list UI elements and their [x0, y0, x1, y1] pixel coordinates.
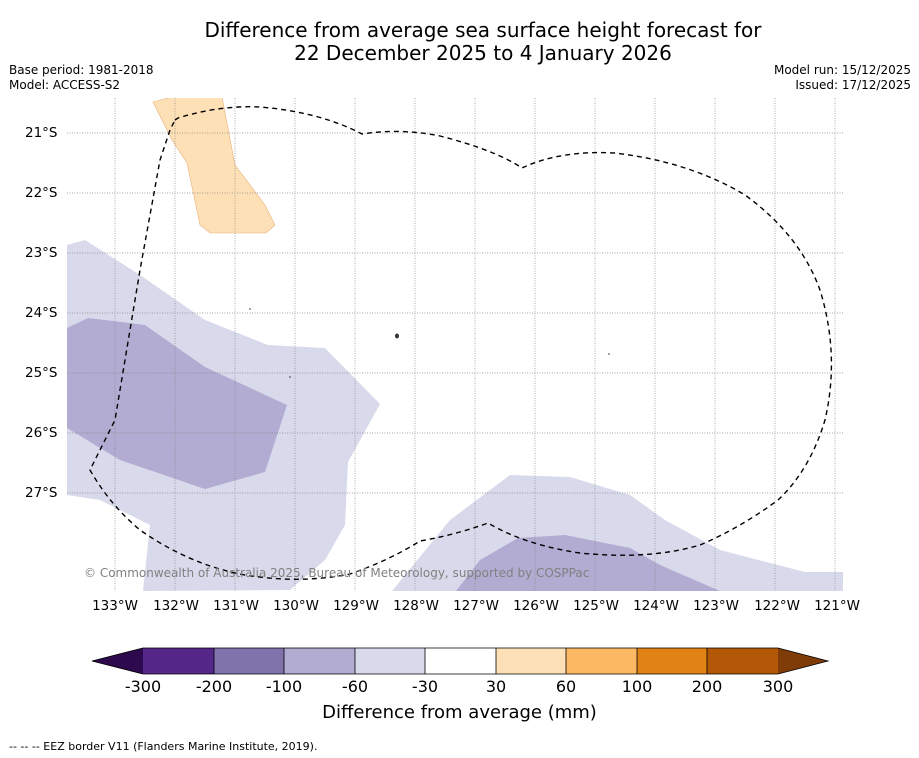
colorbar-segment: [214, 648, 284, 674]
model-run: Model run: 15/12/2025: [773, 63, 911, 77]
title-line-1: Difference from average sea surface heig…: [204, 18, 762, 42]
model-name: Model: ACCESS-S2: [9, 78, 121, 92]
lon-label: 125°W: [573, 598, 619, 614]
colorbar-segment: [566, 648, 637, 674]
colorbar-segment: [707, 648, 778, 674]
colorbar-segment: [496, 648, 566, 674]
colorbar-segment: [425, 648, 496, 674]
anomaly-region-north-positive: [152, 98, 276, 234]
lat-label: 27°S: [25, 485, 58, 501]
lon-label: 124°W: [633, 598, 679, 614]
lon-label: 133°W: [92, 598, 138, 614]
lon-label: 121°W: [814, 598, 860, 614]
title-line-2: 22 December 2025 to 4 January 2026: [294, 41, 672, 65]
colorbar-segment: [637, 648, 707, 674]
meta-right: Model run: 15/12/2025 Issued: 17/12/2025: [774, 63, 911, 93]
anomaly-region-southeast-medium: [456, 535, 720, 591]
base-period: Base period: 1981-2018: [9, 63, 154, 77]
colorbar-segment: [355, 648, 425, 674]
colorbar-tick-label: -200: [195, 677, 233, 696]
map-title: Difference from average sea surface heig…: [0, 19, 919, 65]
lon-label: 130°W: [273, 598, 319, 614]
eez-border: [89, 106, 833, 580]
copyright-text: © Commonwealth of Australia 2025, Bureau…: [84, 566, 589, 580]
lon-label: 132°W: [153, 598, 199, 614]
lat-label: 22°S: [25, 185, 58, 201]
colorbar-segment: [143, 648, 214, 674]
colorbar-tick-label: -30: [411, 677, 439, 696]
lon-label: 131°W: [213, 598, 259, 614]
colorbar-tick-label: 60: [555, 677, 577, 696]
colorbar: [91, 647, 830, 675]
colorbar-tick-label: 300: [762, 677, 794, 696]
anomaly-region-west-medium: [67, 318, 287, 489]
colorbar-tick-label: -60: [341, 677, 369, 696]
lat-label: 25°S: [25, 365, 58, 381]
colorbar-outline: [91, 647, 830, 675]
map-area: [67, 98, 843, 591]
colorbar-segment: [284, 648, 355, 674]
lon-label: 129°W: [333, 598, 379, 614]
lat-label: 24°S: [25, 305, 58, 321]
issued-date: Issued: 17/12/2025: [795, 78, 911, 92]
colorbar-tick-label: 30: [485, 677, 507, 696]
graticule: [67, 98, 843, 591]
lon-label: 122°W: [754, 598, 800, 614]
lat-label: 23°S: [25, 245, 58, 261]
colorbar-high-extend: [778, 648, 828, 674]
colorbar-tick-label: -300: [124, 677, 162, 696]
lon-label: 127°W: [453, 598, 499, 614]
lon-label: 123°W: [693, 598, 739, 614]
eez-footnote: -- -- -- EEZ border V11 (Flanders Marine…: [9, 740, 318, 753]
colorbar-label: Difference from average (mm): [322, 702, 597, 723]
lon-label: 126°W: [513, 598, 559, 614]
colorbar-tick-label: 200: [691, 677, 723, 696]
lat-label: 26°S: [25, 425, 58, 441]
colorbar-tick-label: -100: [265, 677, 303, 696]
meta-left: Base period: 1981-2018 Model: ACCESS-S2: [9, 63, 154, 93]
colorbar-tick-label: 100: [621, 677, 653, 696]
lon-label: 128°W: [393, 598, 439, 614]
lat-label: 21°S: [25, 125, 58, 141]
islands: [249, 308, 610, 378]
colorbar-low-extend: [92, 648, 143, 674]
